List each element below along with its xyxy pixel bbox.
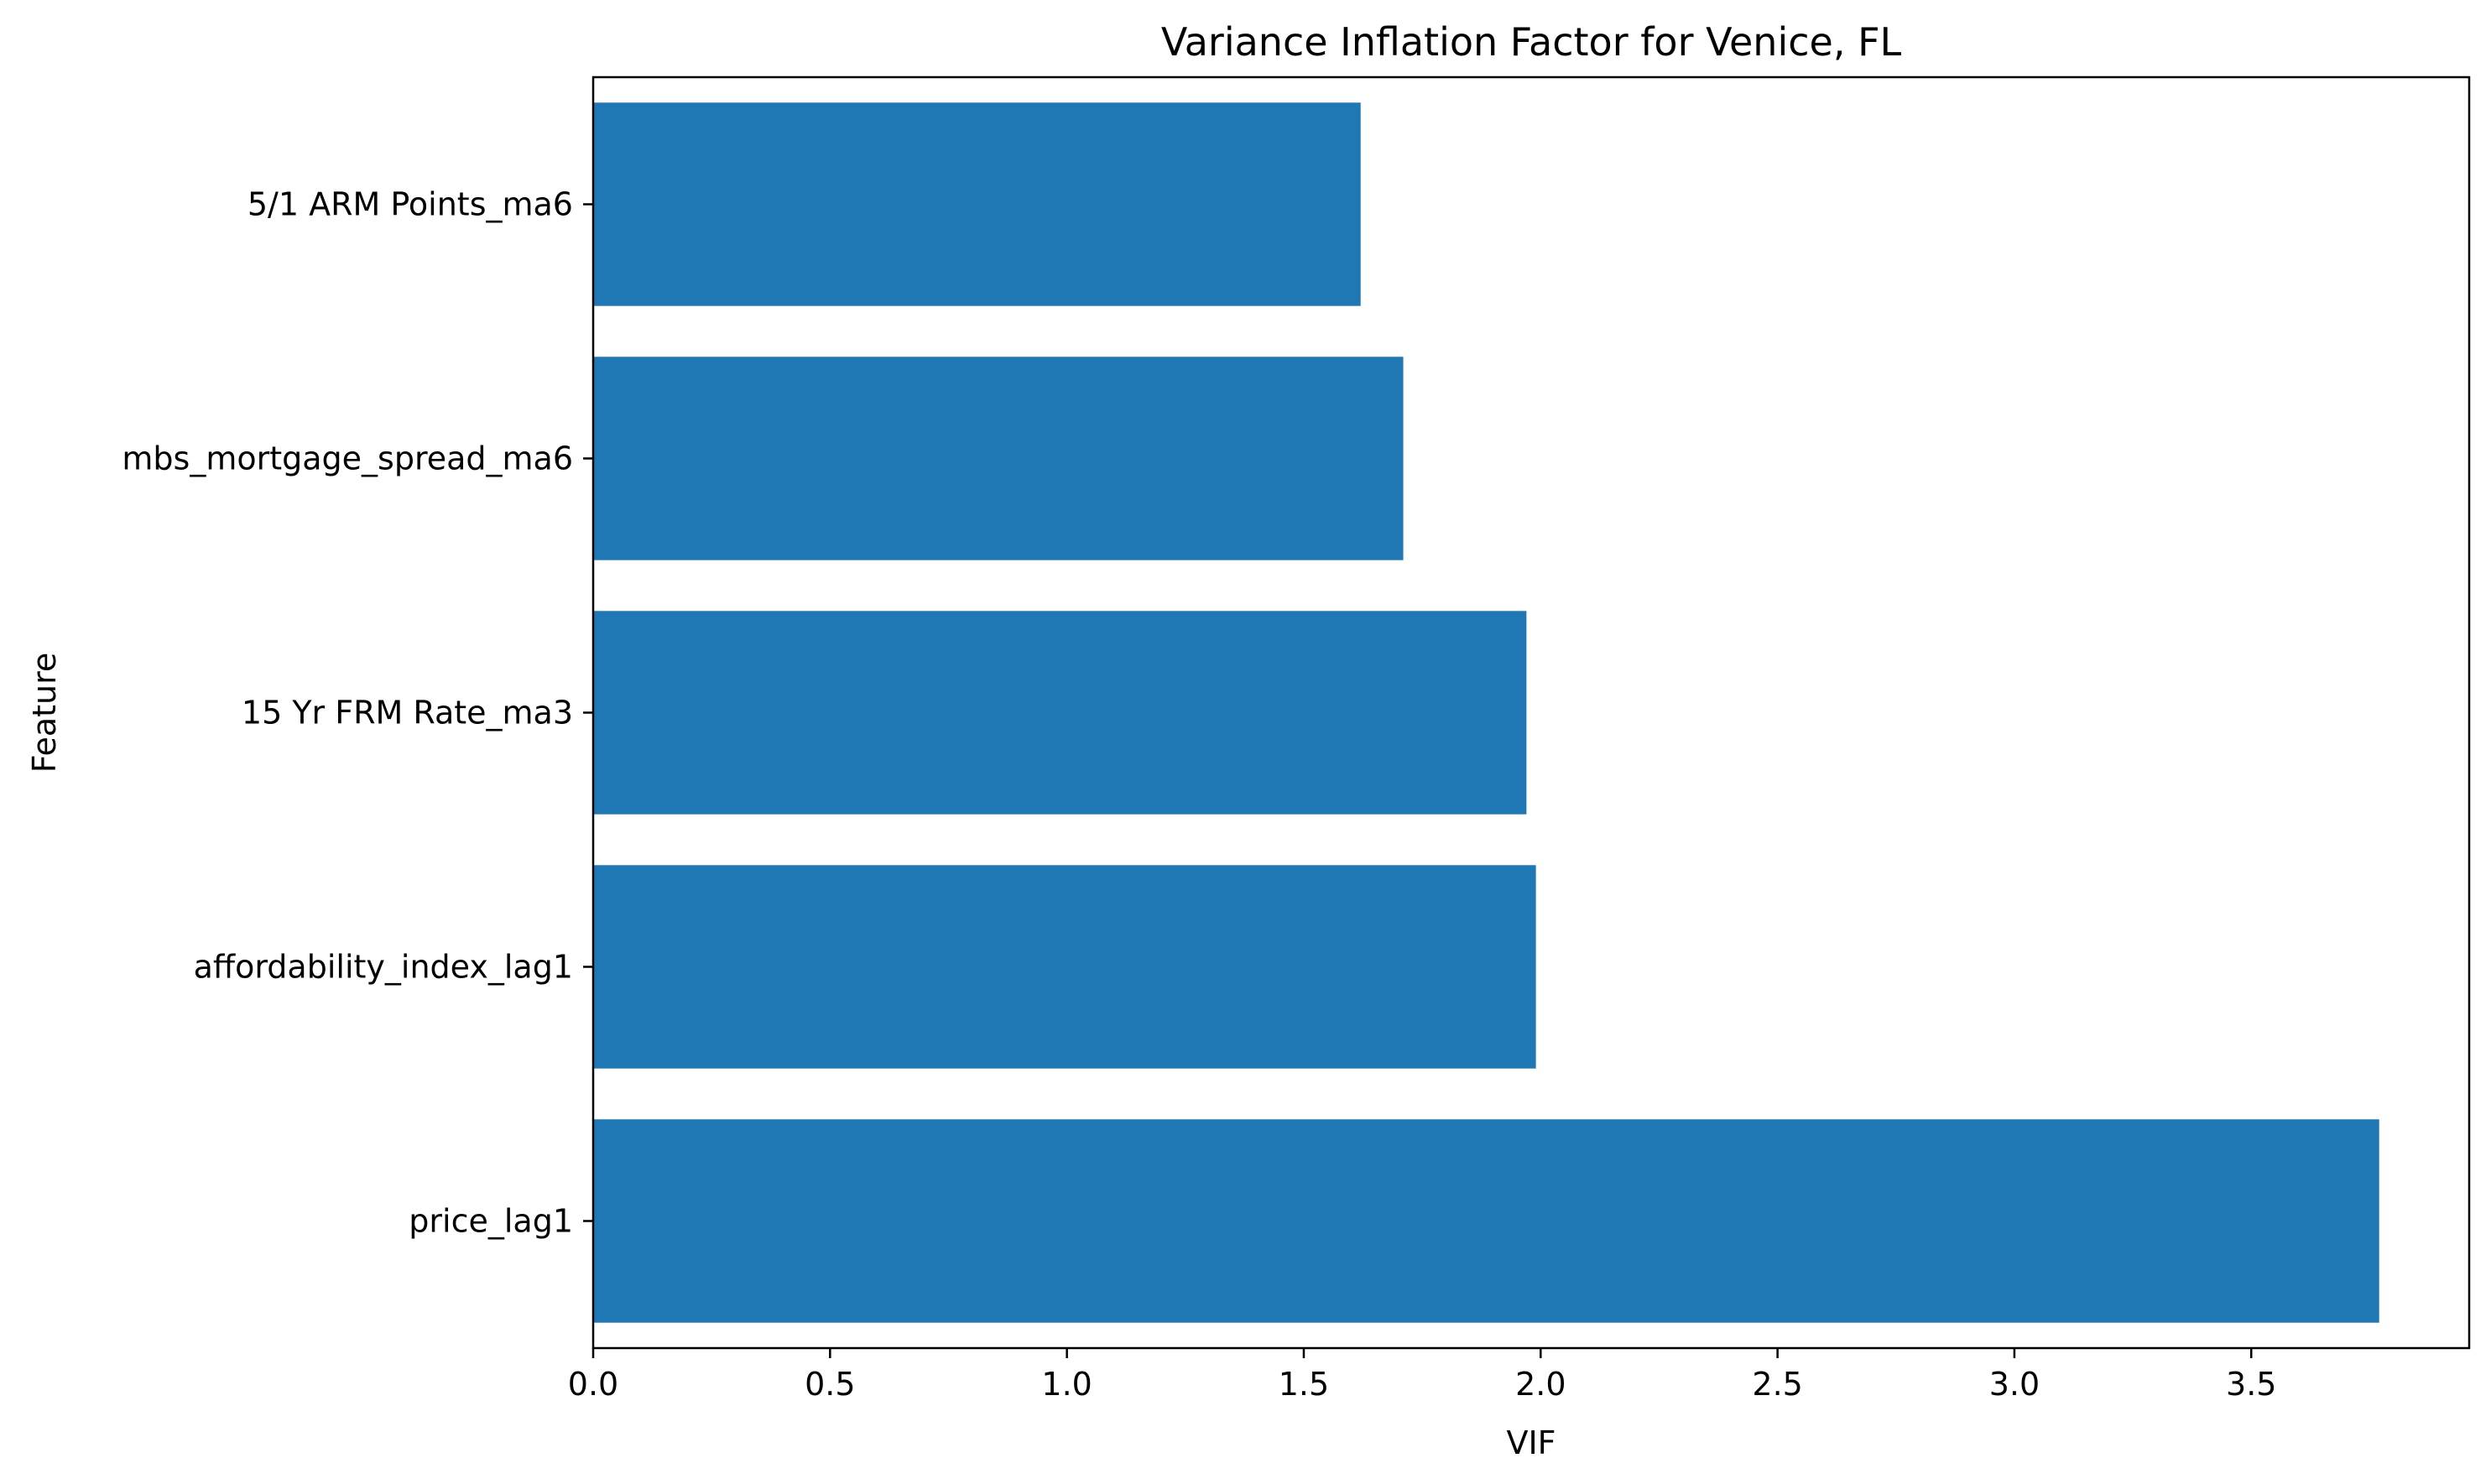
bar-0	[593, 1119, 2379, 1323]
x-tick-label: 1.0	[1041, 1366, 1092, 1403]
bars-group	[593, 102, 2379, 1323]
x-ticks-group: 0.0 0.5 1.0 1.5 2.0 2.5 3.0 3.5	[568, 1348, 2276, 1403]
x-tick-label: 2.5	[1752, 1366, 1802, 1403]
y-axis-label: Feature	[26, 653, 63, 773]
bar-2	[593, 611, 1527, 815]
bar-4	[593, 102, 1361, 306]
x-axis-label: VIF	[1506, 1424, 1556, 1461]
y-tick-label: 5/1 ARM Points_ma6	[248, 186, 573, 223]
bar-3	[593, 357, 1404, 560]
x-tick-label: 2.0	[1515, 1366, 1566, 1403]
plot-frame	[591, 76, 2471, 1350]
bar-1	[593, 865, 1536, 1069]
x-tick-label: 0.5	[805, 1366, 855, 1403]
x-tick-label: 1.5	[1279, 1366, 1329, 1403]
y-ticks-group: price_lag1 affordability_index_lag1 15 Yr …	[122, 186, 593, 1240]
chart-title: Variance Inflation Factor for Venice, FL	[1161, 19, 1902, 65]
x-tick-label: 0.0	[568, 1366, 618, 1403]
y-tick-label: 15 Yr FRM Rate_ma3	[242, 695, 573, 732]
x-tick-label: 3.0	[1989, 1366, 2040, 1403]
y-tick-label: affordability_index_lag1	[194, 949, 573, 986]
x-tick-label: 3.5	[2226, 1366, 2276, 1403]
y-tick-label: price_lag1	[409, 1203, 573, 1240]
y-tick-label: mbs_mortgage_spread_ma6	[122, 440, 573, 477]
